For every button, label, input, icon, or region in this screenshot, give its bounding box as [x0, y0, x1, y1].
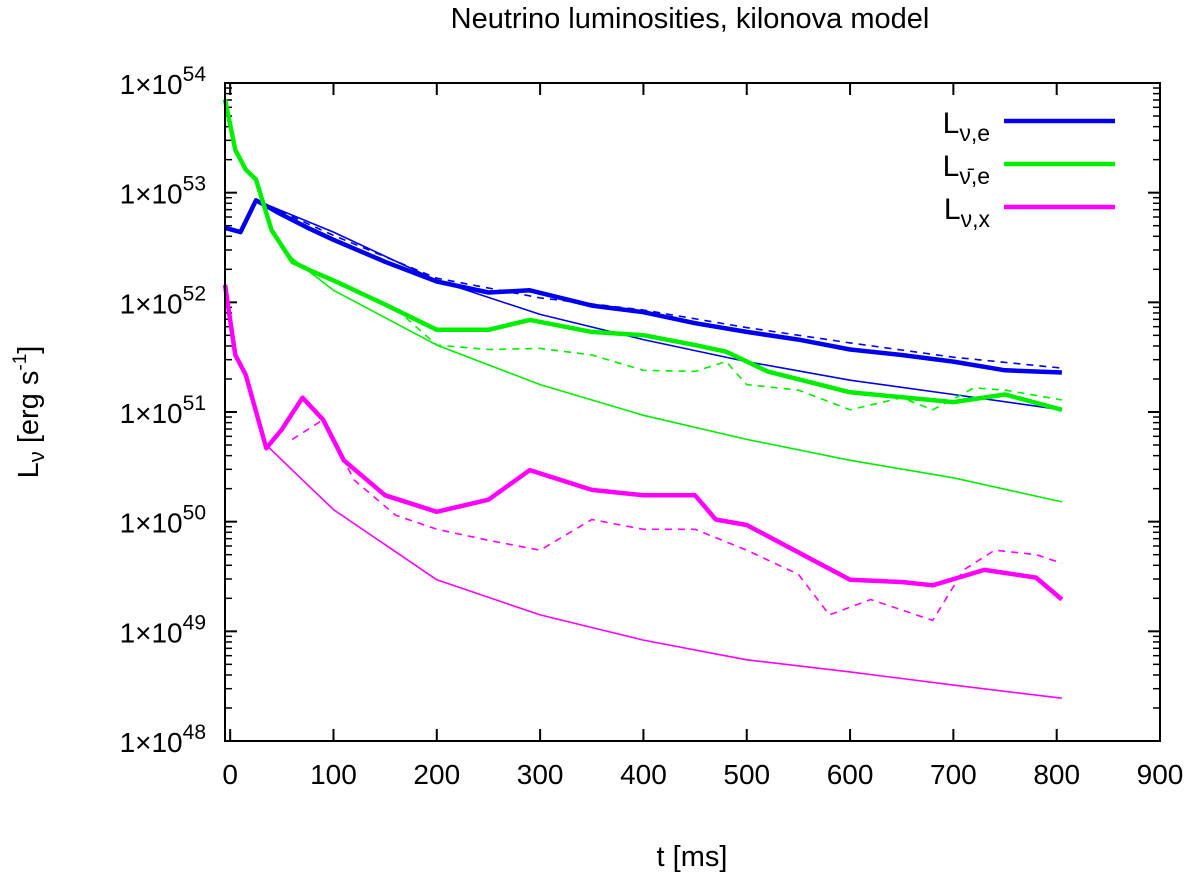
legend-label-sub: ν,x	[961, 206, 991, 232]
x-tick-label: 800	[1033, 759, 1080, 790]
chart-title: Neutrino luminosities, kilonova model	[451, 3, 930, 35]
y-tick-base: 1×10	[120, 508, 183, 539]
x-tick-label: 100	[310, 759, 357, 790]
y-tick-base: 1×10	[120, 179, 183, 210]
tick-labels: 0 100 200 300 400 500 600 700 800 9001×10481×1049…	[120, 63, 1184, 790]
legend-label-main: L	[944, 193, 961, 226]
x-tick-label: 700	[930, 759, 977, 790]
legend-label-main: L	[943, 150, 960, 183]
y-tick-exponent: 49	[183, 611, 206, 634]
ylabel-exp: -1	[10, 354, 31, 371]
legend-label: Lν,e	[943, 107, 990, 146]
series-nu-x-dashed	[291, 418, 1063, 622]
series-nu-e-model-fit	[255, 199, 1063, 411]
ylabel-sub: ν	[24, 451, 49, 462]
legend-label-main: L	[943, 107, 960, 140]
y-tick-base: 1×10	[120, 69, 183, 100]
legend: Lν,eLν̄,eLν,x	[943, 107, 1115, 232]
ylabel-close: ]	[13, 346, 45, 354]
series-nu-x-simulation	[222, 284, 1064, 602]
legend-label: Lν̄,e	[943, 150, 990, 189]
x-tick-label: 900	[1137, 759, 1184, 790]
y-tick-exponent: 52	[183, 282, 206, 305]
y-tick-base: 1×10	[120, 398, 183, 429]
y-tick-label: 1×1050	[120, 502, 206, 539]
y-tick-label: 1×1053	[120, 173, 206, 210]
series-anti-nu-e-simulation	[222, 98, 1063, 412]
y-tick-exponent: 48	[183, 721, 206, 744]
y-tick-base: 1×10	[120, 288, 183, 319]
axis-ticks	[225, 82, 1161, 742]
y-tick-label: 1×1048	[120, 721, 206, 758]
x-tick-label: 0	[222, 759, 238, 790]
series-nu-x-model-fit	[265, 444, 1062, 699]
y-tick-label: 1×1054	[120, 63, 207, 100]
legend-label-sub: ν,e	[959, 120, 990, 146]
plot-frame	[224, 82, 1161, 742]
svg-text:Lν [erg s-1]: Lν [erg s-1]	[10, 346, 49, 479]
x-tick-label: 200	[413, 759, 460, 790]
y-tick-label: 1×1052	[120, 282, 206, 319]
legend-label: Lν,x	[944, 193, 991, 232]
x-tick-label: 400	[620, 759, 667, 790]
y-tick-exponent: 53	[183, 173, 206, 196]
y-tick-base: 1×10	[120, 727, 183, 758]
y-tick-base: 1×10	[120, 617, 183, 648]
ylabel-main: L	[13, 462, 45, 478]
y-tick-label: 1×1051	[120, 392, 206, 429]
y-tick-label: 1×1049	[120, 611, 206, 648]
y-axis-label: Lν [erg s-1]	[10, 346, 49, 479]
legend-label-sub: ν̄,e	[959, 163, 990, 189]
x-tick-label: 300	[517, 759, 564, 790]
y-tick-exponent: 51	[183, 392, 206, 415]
series-nu-e-simulation	[224, 198, 1062, 375]
x-tick-label: 500	[723, 759, 770, 790]
series-anti-nu-e-model-fit	[270, 229, 1063, 503]
x-axis-label: t [ms]	[657, 841, 728, 873]
ylabel-unit: [erg s	[13, 371, 45, 452]
y-tick-exponent: 50	[183, 502, 206, 525]
plot-lines	[222, 98, 1064, 699]
y-tick-exponent: 54	[183, 63, 207, 86]
x-tick-label: 600	[827, 759, 874, 790]
series-anti-nu-e-dashed	[405, 317, 1063, 411]
